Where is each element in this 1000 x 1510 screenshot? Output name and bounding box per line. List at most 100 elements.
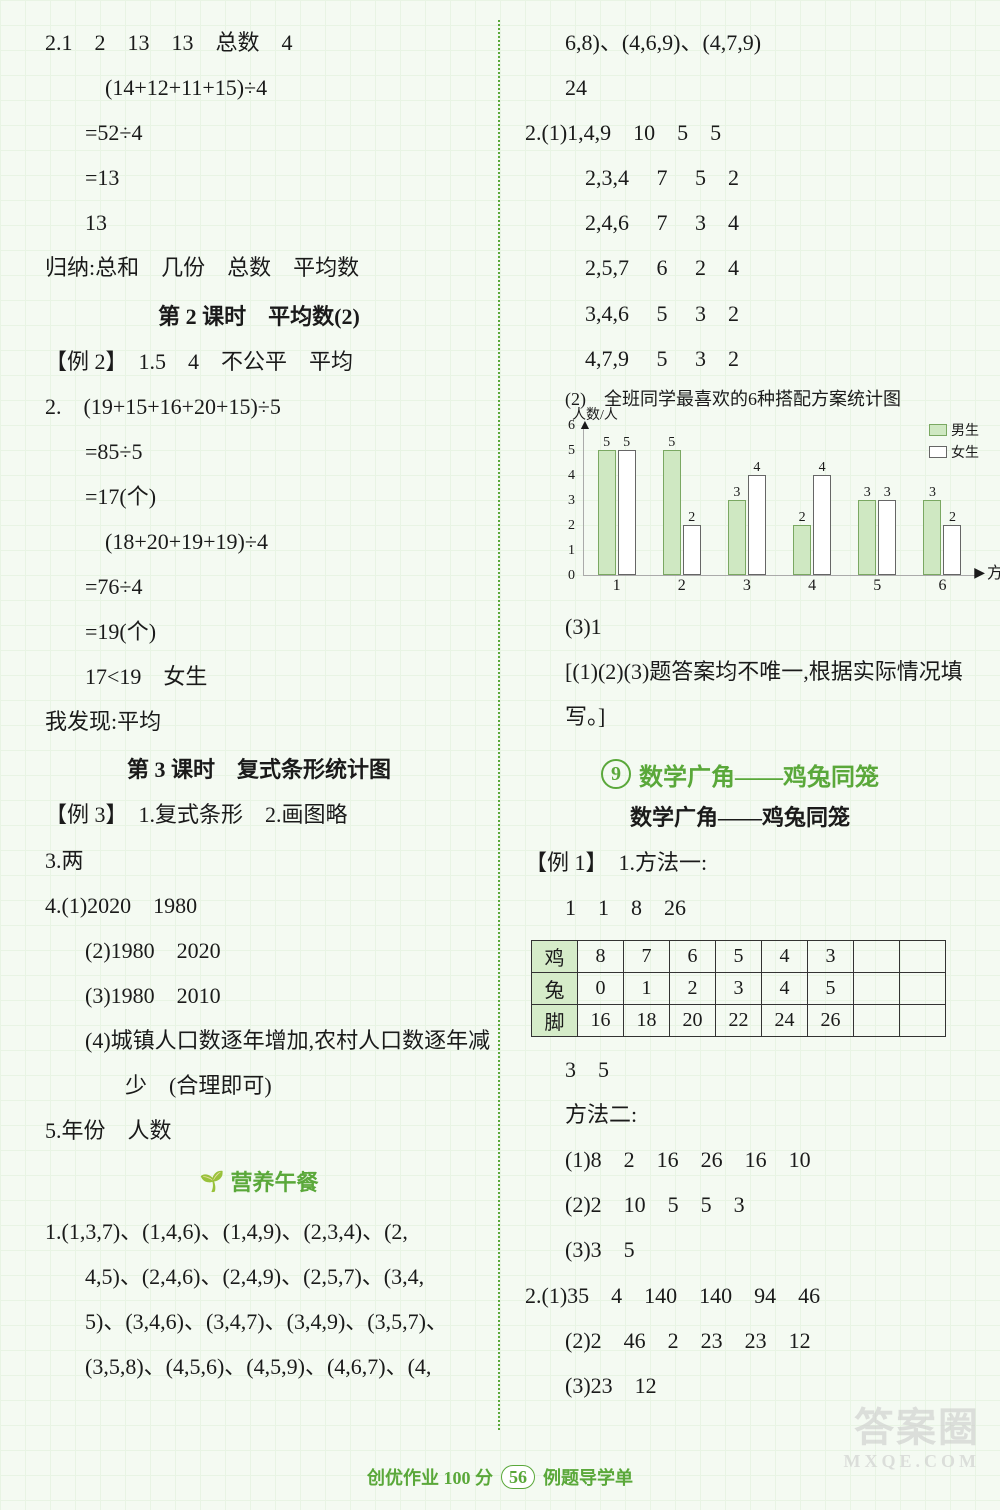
page-number: 56 [501, 1465, 535, 1489]
text: 2,5,7 6 2 4 [525, 245, 955, 290]
y-tick: 4 [568, 468, 575, 484]
text: 5)、(3,4,6)、(3,4,7)、(3,4,9)、(3,5,7)、 [45, 1299, 473, 1344]
text: 少 (合理即可) [45, 1063, 473, 1108]
text: (3,5,8)、(4,5,6)、(4,5,9)、(4,6,7)、(4, [45, 1344, 473, 1389]
table-row: 鸡876543 [532, 941, 946, 973]
table-cell: 2 [670, 973, 716, 1005]
text: (2)2 10 5 5 3 [525, 1182, 955, 1227]
sub-title: 数学广角——鸡兔同笼 [525, 800, 955, 832]
text: 2.(1)1,4,9 10 5 5 [525, 110, 955, 155]
table-cell: 8 [578, 941, 624, 973]
bar-group: 343 [714, 426, 779, 575]
table-row: 兔012345 [532, 973, 946, 1005]
text: 3.两 [45, 838, 473, 883]
bar-group: 335 [845, 426, 910, 575]
text: 2.(1)35 4 140 140 94 46 [525, 1273, 955, 1318]
text: =76÷4 [45, 564, 473, 609]
table-cell [900, 973, 946, 1005]
bar-chart: 人数/人 ▲ ▶ 方案 男生 女生 551522343244335326 012… [565, 426, 975, 576]
text: 4,7,9 5 3 2 [525, 336, 955, 381]
table-cell: 22 [716, 1005, 762, 1037]
row-header: 鸡 [532, 941, 578, 973]
text: (3)1 [525, 604, 955, 649]
lunch-section-title: 🌱 营养午餐 [45, 1165, 473, 1197]
text: 2.1 2 13 13 总数 4 [45, 20, 473, 65]
x-axis-label: 方案 [987, 559, 1000, 583]
y-tick: 0 [568, 568, 575, 584]
text: 2. (19+15+16+20+15)÷5 [45, 384, 473, 429]
table-cell: 3 [808, 941, 854, 973]
table-cell: 0 [578, 973, 624, 1005]
table-cell: 26 [808, 1005, 854, 1037]
table-cell: 7 [624, 941, 670, 973]
y-tick: 1 [568, 543, 575, 559]
footer-left: 创优作业 100 分 [367, 1464, 493, 1490]
text: 13 [45, 200, 473, 245]
bar-group: 244 [780, 426, 845, 575]
text: 归纳:总和 几份 总数 平均数 [45, 245, 473, 290]
text: (3)1980 2010 [45, 973, 473, 1018]
table-cell [854, 1005, 900, 1037]
table-row: 脚161820222426 [532, 1005, 946, 1037]
table-cell: 1 [624, 973, 670, 1005]
text: (2)1980 2020 [45, 928, 473, 973]
y-tick: 6 [568, 418, 575, 434]
table-cell: 18 [624, 1005, 670, 1037]
text: 2,4,6 7 3 4 [525, 200, 955, 245]
text: =17(个) [45, 474, 473, 519]
watermark-sub: MXQE.COM [844, 1452, 980, 1470]
watermark: 答案圈 MXQE.COM [844, 1408, 980, 1470]
text: 4,5)、(2,4,6)、(2,4,9)、(2,5,7)、(3,4, [45, 1254, 473, 1299]
lesson-2-title: 第 2 课时 平均数(2) [45, 299, 473, 331]
footer-right: 例题导学单 [543, 1464, 633, 1490]
text: =19(个) [45, 609, 473, 654]
y-tick: 3 [568, 493, 575, 509]
table-cell: 24 [762, 1005, 808, 1037]
table-cell: 20 [670, 1005, 716, 1037]
chicken-rabbit-table: 鸡876543兔012345脚161820222426 [531, 940, 946, 1037]
text: 方法二: [525, 1092, 955, 1137]
table-cell: 6 [670, 941, 716, 973]
text: (3)23 12 [525, 1363, 955, 1408]
unit-number-icon: 9 [601, 759, 631, 789]
sprout-icon: 🌱 [200, 1169, 225, 1194]
table-cell: 4 [762, 941, 808, 973]
text: 3 5 [525, 1047, 955, 1092]
text: =85÷5 [45, 429, 473, 474]
y-tick: 5 [568, 443, 575, 459]
text: 5.年份 人数 [45, 1108, 473, 1153]
text: 24 [525, 65, 955, 110]
bar-group: 522 [649, 426, 714, 575]
bar-group: 551 [584, 426, 649, 575]
y-tick: 2 [568, 518, 575, 534]
text: (3)3 5 [525, 1227, 955, 1272]
text: 【例 3】 1.复式条形 2.画图略 [45, 792, 473, 837]
text: 我发现:平均 [45, 699, 473, 744]
table-cell [900, 941, 946, 973]
unit-title-text: 数学广角——鸡兔同笼 [639, 757, 879, 792]
text: (18+20+19+19)÷4 [45, 519, 473, 564]
table-cell: 5 [808, 973, 854, 1005]
row-header: 兔 [532, 973, 578, 1005]
text: 2,3,4 7 5 2 [525, 155, 955, 200]
arrow-right-icon: ▶ [974, 565, 985, 582]
table-cell [854, 973, 900, 1005]
text: 【例 1】 1.方法一: [525, 840, 955, 885]
bar-group: 326 [910, 426, 975, 575]
table-cell: 4 [762, 973, 808, 1005]
text: =13 [45, 155, 473, 200]
text: 1 1 8 26 [525, 885, 955, 930]
text: (14+12+11+15)÷4 [45, 65, 473, 110]
text: 3,4,6 5 3 2 [525, 291, 955, 336]
text: 【例 2】 1.5 4 不公平 平均 [45, 339, 473, 384]
text: (2)2 46 2 23 23 12 [525, 1318, 955, 1363]
unit-9-title: 9 数学广角——鸡兔同笼 [525, 757, 955, 792]
text: =52÷4 [45, 110, 473, 155]
text: 4.(1)2020 1980 [45, 883, 473, 928]
text: 17<19 女生 [45, 654, 473, 699]
text: (4)城镇人口数逐年增加,农村人口数逐年减 [45, 1018, 473, 1063]
text: [(1)(2)(3)题答案均不唯一,根据实际情况填 [525, 649, 955, 694]
text: 6,8)、(4,6,9)、(4,7,9) [525, 20, 955, 65]
watermark-main: 答案圈 [854, 1405, 980, 1450]
table-cell: 5 [716, 941, 762, 973]
